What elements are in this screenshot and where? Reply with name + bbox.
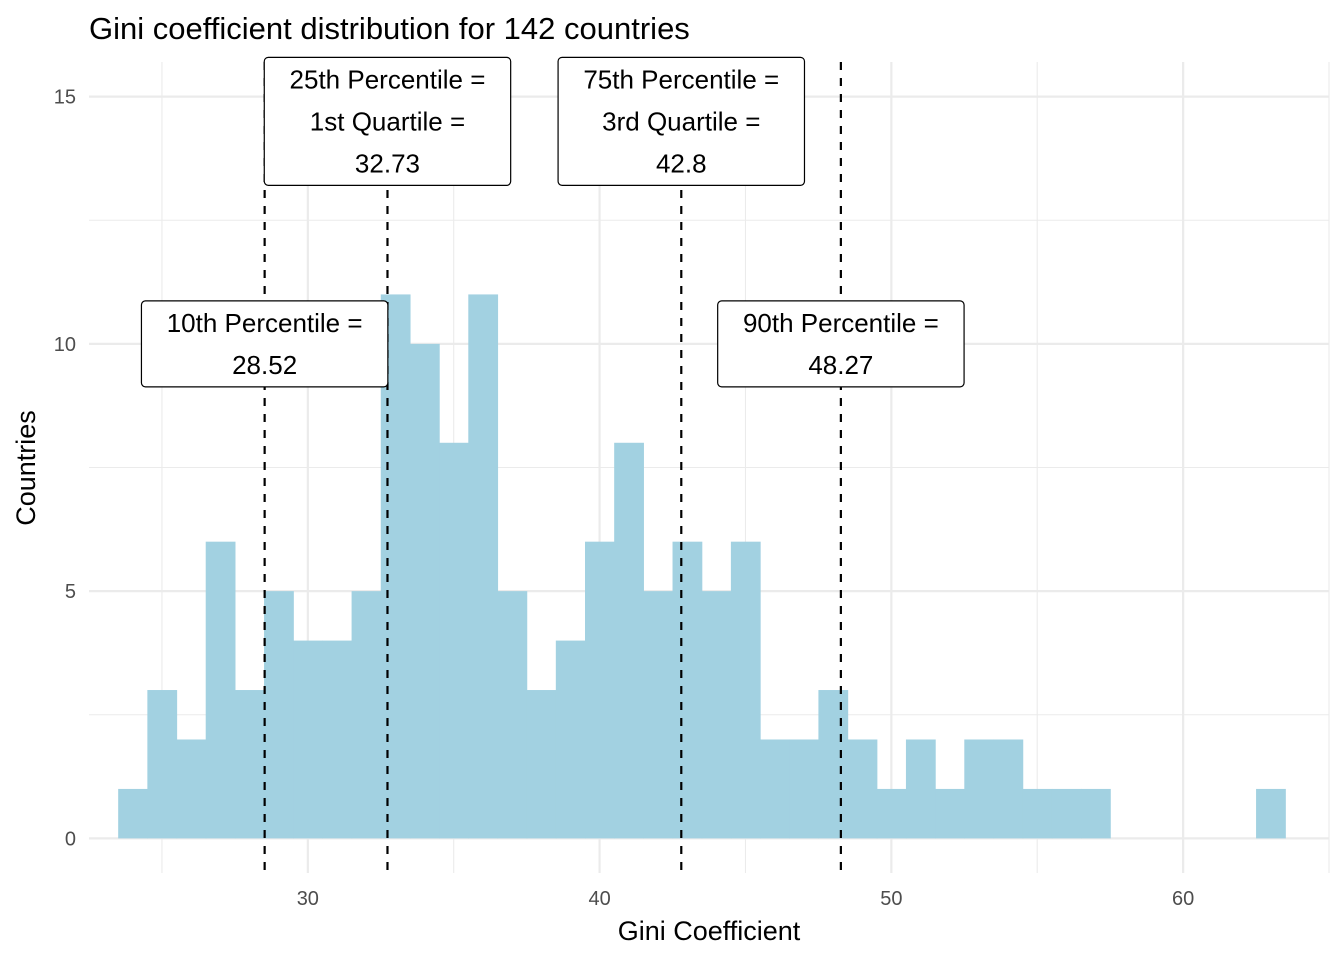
percentile-label: 75th Percentile = 3rd Quartile = 42.8 xyxy=(557,56,806,186)
percentile-label-text: 32.73 xyxy=(355,148,420,178)
percentile-label-text: 48.27 xyxy=(808,350,873,380)
percentile-label-box xyxy=(717,300,965,388)
y-tick-label: 15 xyxy=(54,87,76,109)
histogram-bar xyxy=(935,788,965,839)
y-tick-labels: 0 5 10 15 xyxy=(54,87,76,851)
y-axis-title: Countries xyxy=(11,410,41,526)
histogram-bar xyxy=(409,343,440,839)
x-tick-labels: 30 40 50 60 xyxy=(297,888,1195,910)
histogram-bar xyxy=(818,690,849,839)
percentile-label-text: 42.8 xyxy=(656,148,707,178)
histogram-bar xyxy=(555,640,586,839)
histogram-bar xyxy=(643,591,674,839)
percentile-label-text: 3rd Quartile = xyxy=(602,106,760,136)
histogram-bar xyxy=(118,788,148,839)
y-tick-label: 0 xyxy=(65,828,76,850)
histogram-bar xyxy=(147,690,178,839)
histogram-bar xyxy=(993,739,1024,839)
histogram-bar xyxy=(730,541,761,839)
percentile-label-text: 28.52 xyxy=(232,350,297,380)
histogram-bar xyxy=(876,788,907,839)
percentile-label-box xyxy=(263,56,512,186)
percentile-label-text: 10th Percentile = xyxy=(167,308,363,338)
percentile-label-box xyxy=(557,56,806,186)
histogram-bar xyxy=(176,739,207,839)
percentile-label-text: 90th Percentile = xyxy=(743,308,939,338)
percentile-label: 90th Percentile = 48.27 xyxy=(717,300,965,388)
x-axis-title: Gini Coefficient xyxy=(618,916,801,946)
histogram-bar xyxy=(497,591,528,839)
histogram-bar xyxy=(905,739,936,839)
histogram-bar xyxy=(964,739,995,839)
percentile-label-text: 1st Quartile = xyxy=(310,106,465,136)
x-tick-label: 30 xyxy=(297,888,319,910)
histogram-bar xyxy=(1022,788,1053,839)
histogram-bar xyxy=(847,739,878,839)
percentile-label: 25th Percentile = 1st Quartile = 32.73 xyxy=(263,56,512,186)
x-tick-label: 40 xyxy=(588,888,610,910)
x-tick-label: 60 xyxy=(1172,888,1194,910)
histogram-bar xyxy=(439,442,469,839)
percentile-lines xyxy=(263,62,842,873)
y-tick-label: 5 xyxy=(65,581,76,603)
histogram-bar xyxy=(526,690,557,839)
chart-title: Gini coefficient distribution for 142 co… xyxy=(89,11,690,46)
x-tick-label: 50 xyxy=(880,888,902,910)
histogram-bar xyxy=(614,442,644,839)
histogram-bar xyxy=(351,591,382,839)
percentile-label-text: 25th Percentile = xyxy=(290,64,486,94)
histogram-bar xyxy=(1256,788,1286,839)
histogram-bar xyxy=(264,591,294,839)
histogram-bar xyxy=(585,541,615,839)
histogram-bar xyxy=(789,739,820,839)
histogram-bar xyxy=(701,591,732,839)
percentile-label: 10th Percentile = 28.52 xyxy=(140,300,389,388)
histogram-bar xyxy=(1051,788,1082,839)
histogram-bar xyxy=(760,739,790,839)
histogram-bar xyxy=(1081,788,1111,839)
percentile-label-box xyxy=(140,300,389,388)
y-tick-label: 10 xyxy=(54,334,76,356)
percentile-annotations: 10th Percentile = 28.52 25th Percentile = 1… xyxy=(140,56,965,388)
histogram-bar xyxy=(468,294,499,839)
histogram-bar xyxy=(672,541,703,839)
histogram-bar xyxy=(322,640,353,839)
histogram-bar xyxy=(234,690,265,839)
percentile-label-text: 75th Percentile = xyxy=(583,64,779,94)
histogram-bar xyxy=(293,640,324,839)
histogram-bar xyxy=(205,541,236,839)
histogram-bars xyxy=(118,294,1286,839)
